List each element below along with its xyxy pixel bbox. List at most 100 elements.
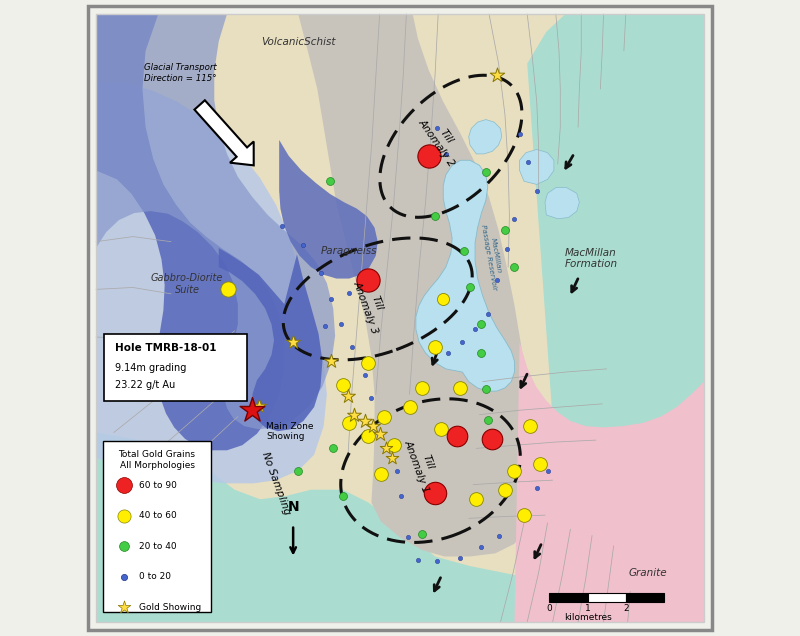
Point [395, 491, 408, 501]
Point [348, 410, 361, 420]
Point [469, 324, 482, 335]
Text: 0: 0 [546, 604, 552, 612]
Point [541, 466, 554, 476]
Text: 0 to 20: 0 to 20 [139, 572, 171, 581]
Point [358, 416, 371, 426]
Point [534, 459, 546, 469]
Point [374, 415, 387, 425]
FancyBboxPatch shape [103, 441, 211, 612]
Point [429, 488, 442, 498]
Polygon shape [416, 160, 514, 391]
Text: 1: 1 [585, 604, 590, 612]
Point [118, 511, 130, 521]
Point [387, 440, 400, 450]
Point [378, 411, 390, 422]
Point [335, 319, 348, 329]
Text: Paragneiss: Paragneiss [321, 246, 378, 256]
Point [327, 443, 340, 453]
Point [416, 529, 429, 539]
Text: VolcanicSchist: VolcanicSchist [261, 36, 335, 46]
Point [374, 469, 387, 479]
Point [513, 128, 526, 139]
Point [403, 402, 416, 412]
Point [318, 321, 331, 331]
Point [501, 244, 514, 254]
Text: Till
Anomaly 1: Till Anomaly 1 [402, 434, 442, 494]
Point [314, 268, 327, 279]
Polygon shape [545, 188, 579, 219]
Polygon shape [218, 248, 322, 431]
Text: 40 to 60: 40 to 60 [139, 511, 177, 520]
Point [222, 284, 234, 294]
Text: 20 to 40: 20 to 40 [139, 542, 177, 551]
Point [118, 541, 130, 551]
Polygon shape [96, 14, 284, 450]
Text: Hole TMRB-18-01: Hole TMRB-18-01 [115, 343, 217, 354]
Point [437, 294, 450, 304]
Point [530, 186, 543, 196]
Point [475, 319, 488, 329]
Text: MacMillan
Formation: MacMillan Formation [564, 247, 618, 269]
Text: Gabbro-Diorite
Suite: Gabbro-Diorite Suite [150, 273, 223, 294]
Polygon shape [279, 140, 378, 279]
Text: Total Gold Grains
All Morphologies: Total Gold Grains All Morphologies [118, 450, 195, 470]
Point [246, 405, 259, 415]
Point [358, 370, 371, 380]
FancyBboxPatch shape [96, 14, 704, 622]
Point [475, 542, 488, 552]
Point [118, 480, 130, 490]
Point [508, 214, 521, 225]
Text: Till
Anomaly 3: Till Anomaly 3 [352, 275, 391, 335]
Point [470, 494, 482, 504]
Text: 60 to 90: 60 to 90 [139, 481, 177, 490]
Bar [626, 593, 664, 602]
Point [456, 337, 469, 347]
Point [253, 401, 266, 411]
Text: Granite: Granite [629, 567, 667, 577]
Point [458, 246, 470, 256]
Point [463, 282, 476, 293]
Text: Gold Showing: Gold Showing [139, 603, 202, 612]
Point [292, 466, 305, 476]
Point [402, 532, 414, 543]
Point [118, 602, 130, 612]
Point [416, 383, 429, 393]
Point [390, 466, 403, 476]
Text: MacMillan
Passage Reservoir: MacMillan Passage Reservoir [480, 223, 505, 291]
Point [367, 421, 380, 431]
Text: 2: 2 [623, 604, 629, 612]
Point [486, 434, 498, 444]
Point [508, 466, 521, 476]
Point [325, 356, 338, 366]
Point [411, 555, 424, 565]
FancyArrow shape [194, 100, 254, 165]
Text: Till
Anomaly 2: Till Anomaly 2 [417, 111, 466, 169]
Point [518, 510, 530, 520]
Text: 9.14m grading: 9.14m grading [115, 363, 186, 373]
Point [430, 123, 443, 134]
Point [475, 348, 488, 358]
Point [386, 453, 398, 463]
Point [482, 415, 494, 425]
Polygon shape [514, 342, 704, 622]
Point [362, 275, 374, 285]
Point [442, 348, 454, 358]
Point [362, 357, 374, 368]
Point [508, 262, 521, 272]
Polygon shape [527, 14, 704, 622]
Bar [588, 593, 626, 602]
Text: 23.22 g/t Au: 23.22 g/t Au [115, 380, 175, 391]
Point [492, 530, 505, 541]
Polygon shape [519, 149, 554, 184]
Text: Glacial Transport
Direction = 115°: Glacial Transport Direction = 115° [144, 64, 217, 83]
Point [422, 151, 435, 161]
Point [342, 418, 355, 428]
Bar [550, 593, 588, 602]
Point [479, 384, 492, 394]
Point [374, 429, 386, 439]
Point [276, 221, 289, 231]
Point [286, 337, 299, 347]
Point [522, 157, 535, 167]
Point [454, 383, 467, 393]
Polygon shape [469, 120, 502, 154]
